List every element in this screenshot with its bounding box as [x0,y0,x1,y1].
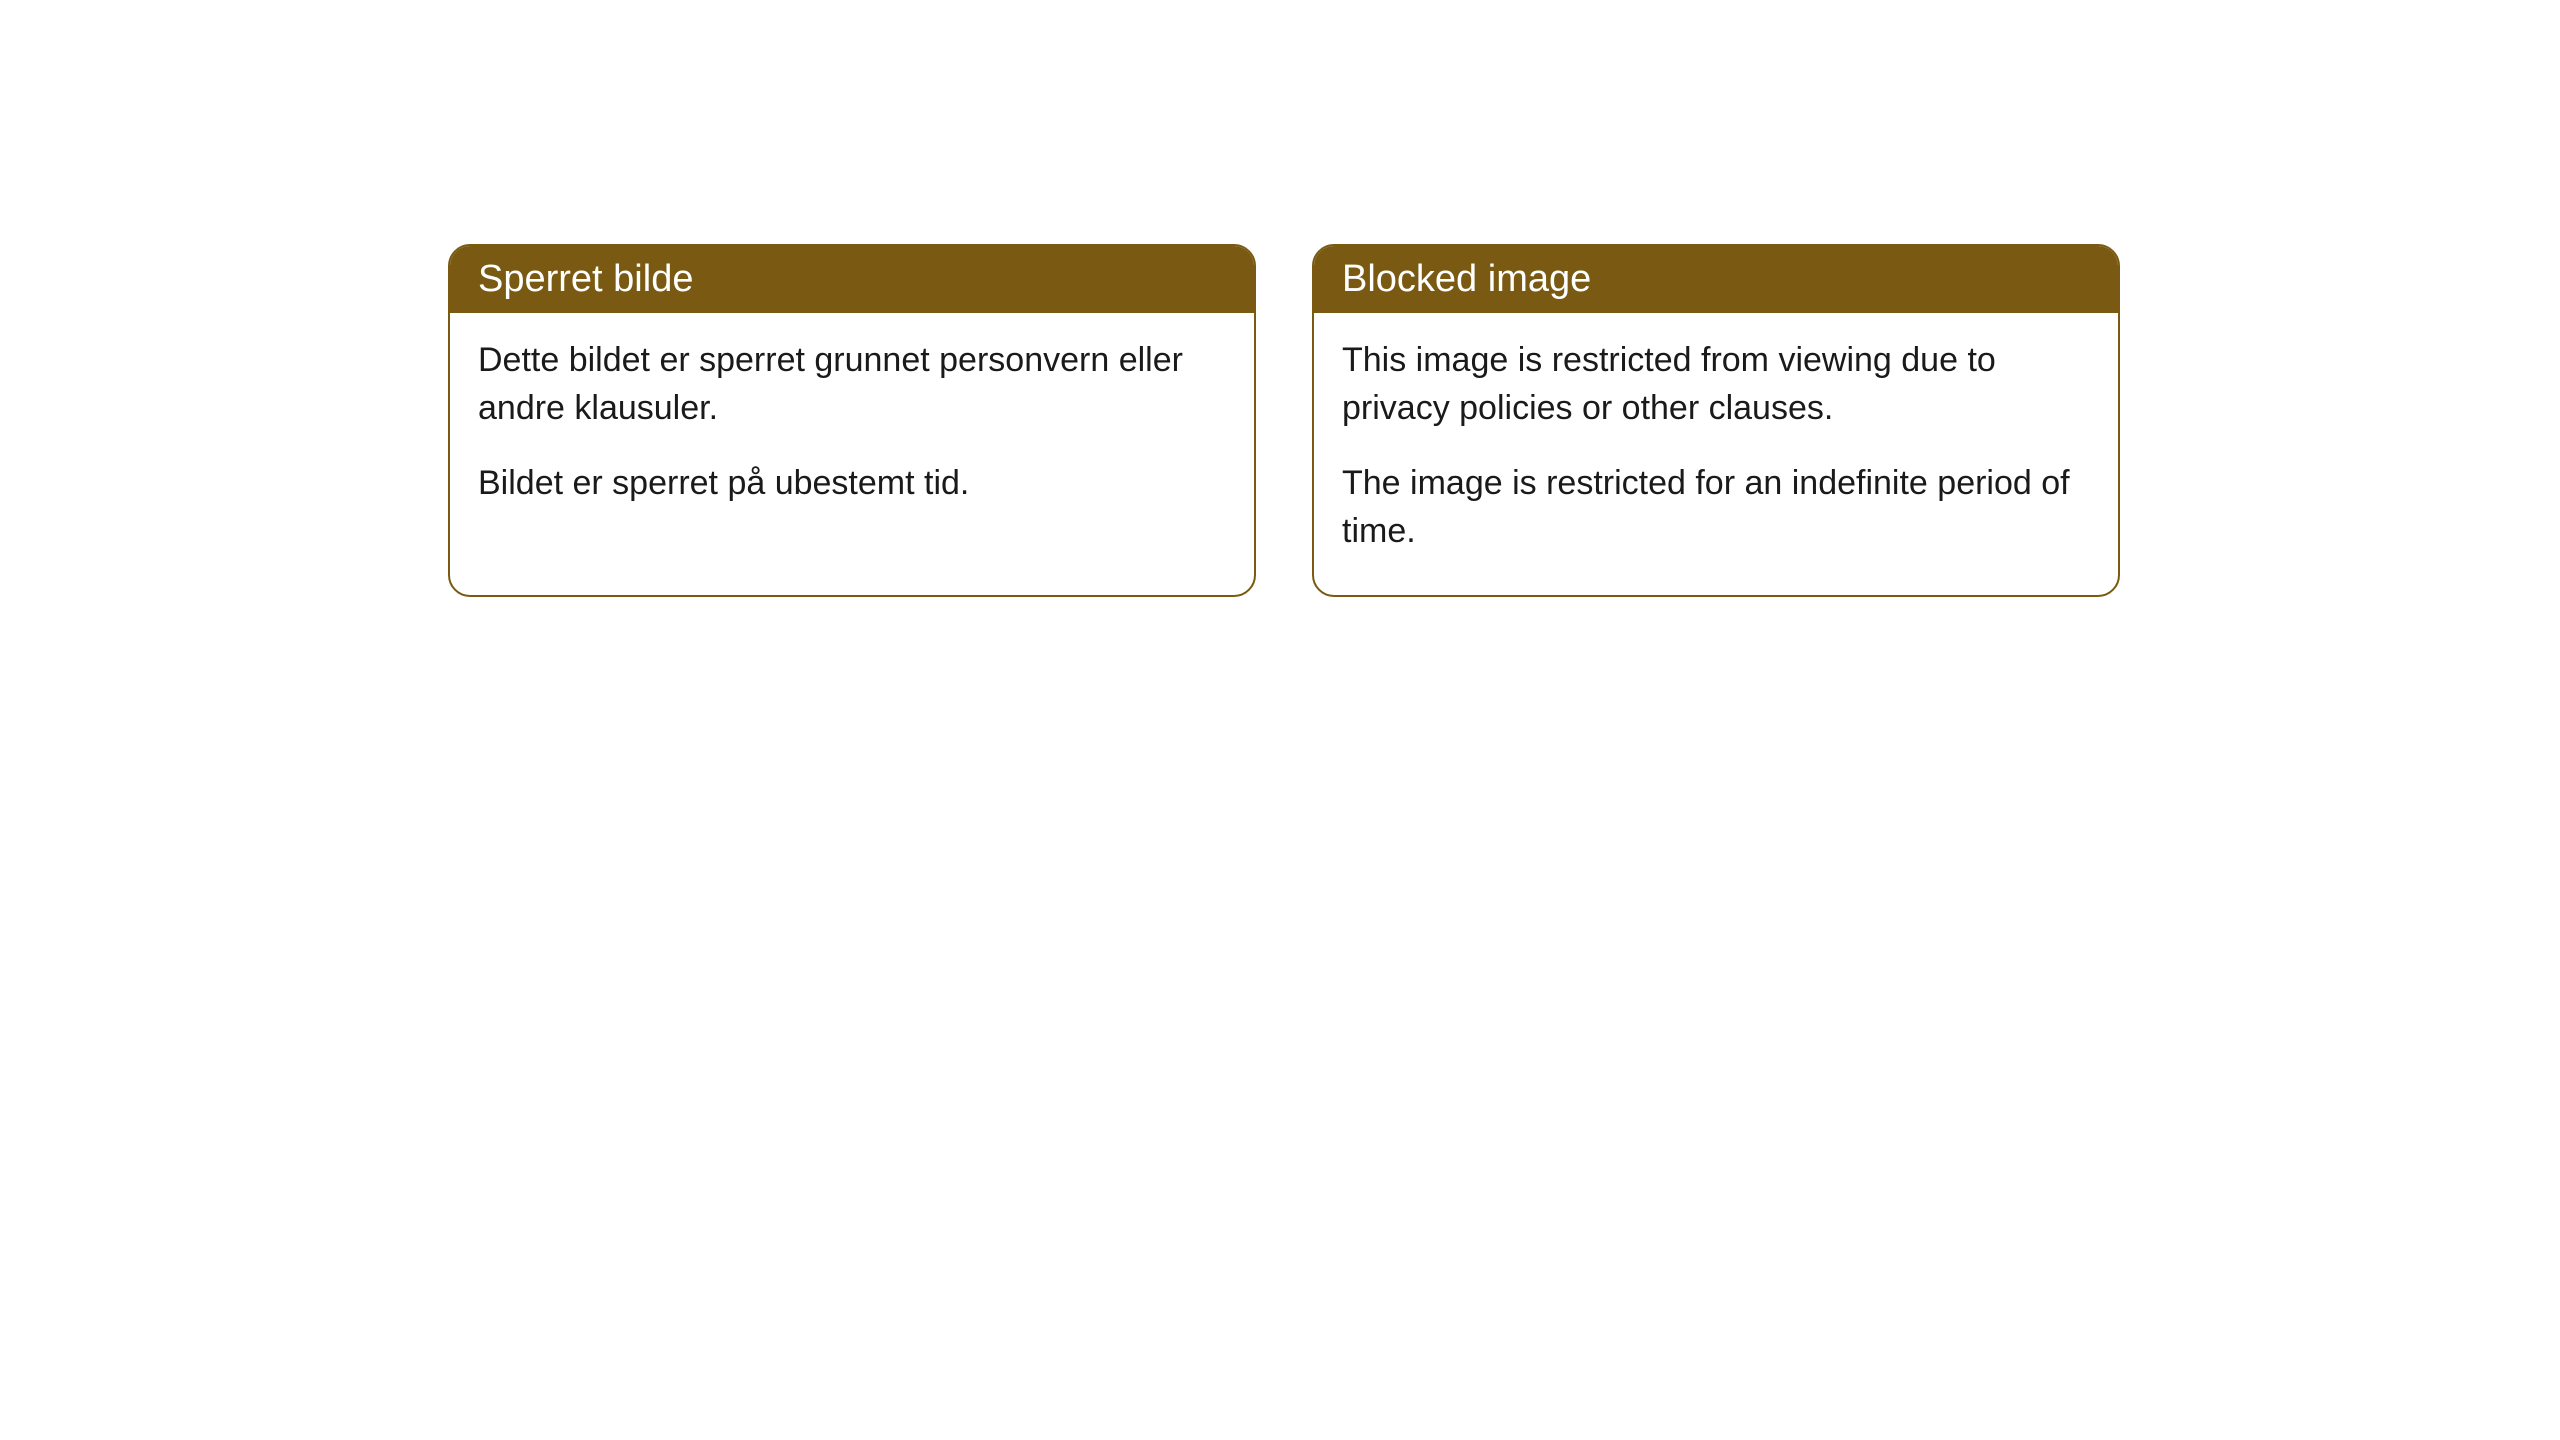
card-paragraph-1: This image is restricted from viewing du… [1342,337,2090,432]
card-title: Blocked image [1342,258,1591,300]
cards-container: Sperret bilde Dette bildet er sperret gr… [0,0,2560,597]
card-paragraph-2: The image is restricted for an indefinit… [1342,460,2090,555]
card-header: Sperret bilde [450,246,1254,313]
card-body: Dette bildet er sperret grunnet personve… [450,313,1254,548]
card-title: Sperret bilde [478,258,693,300]
blocked-image-card-english: Blocked image This image is restricted f… [1312,244,2120,597]
card-body: This image is restricted from viewing du… [1314,313,2118,595]
card-paragraph-2: Bildet er sperret på ubestemt tid. [478,460,1226,508]
card-paragraph-1: Dette bildet er sperret grunnet personve… [478,337,1226,432]
card-header: Blocked image [1314,246,2118,313]
blocked-image-card-norwegian: Sperret bilde Dette bildet er sperret gr… [448,244,1256,597]
